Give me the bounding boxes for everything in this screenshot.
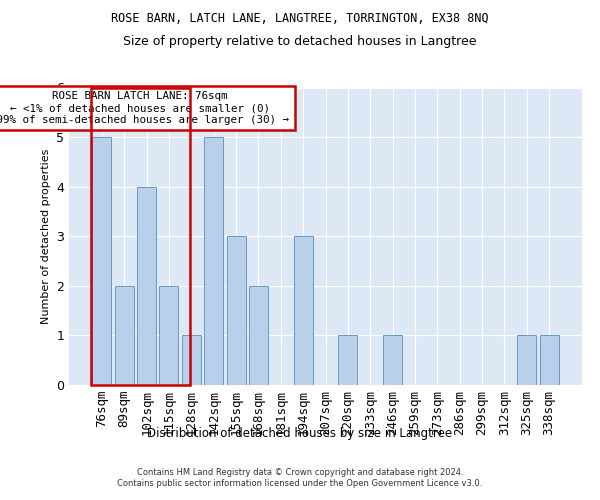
Text: ROSE BARN LATCH LANE: 76sqm
← <1% of detached houses are smaller (0)
>99% of sem: ROSE BARN LATCH LANE: 76sqm ← <1% of det…	[0, 92, 289, 124]
Bar	[137, 186, 156, 385]
Bar	[517, 336, 536, 385]
Bar	[338, 336, 358, 385]
Text: ROSE BARN, LATCH LANE, LANGTREE, TORRINGTON, EX38 8NQ: ROSE BARN, LATCH LANE, LANGTREE, TORRING…	[111, 12, 489, 26]
Bar	[182, 336, 201, 385]
Bar	[249, 286, 268, 385]
Bar	[91, 88, 190, 385]
Bar	[115, 286, 134, 385]
Bar	[160, 286, 178, 385]
Bar	[383, 336, 402, 385]
Bar	[92, 137, 112, 385]
Text: Contains HM Land Registry data © Crown copyright and database right 2024.
Contai: Contains HM Land Registry data © Crown c…	[118, 468, 482, 487]
Text: Distribution of detached houses by size in Langtree: Distribution of detached houses by size …	[148, 428, 452, 440]
Bar	[227, 236, 245, 385]
Y-axis label: Number of detached properties: Number of detached properties	[41, 148, 50, 324]
Bar	[204, 137, 223, 385]
Text: Size of property relative to detached houses in Langtree: Size of property relative to detached ho…	[123, 35, 477, 48]
Bar	[539, 336, 559, 385]
Bar	[293, 236, 313, 385]
